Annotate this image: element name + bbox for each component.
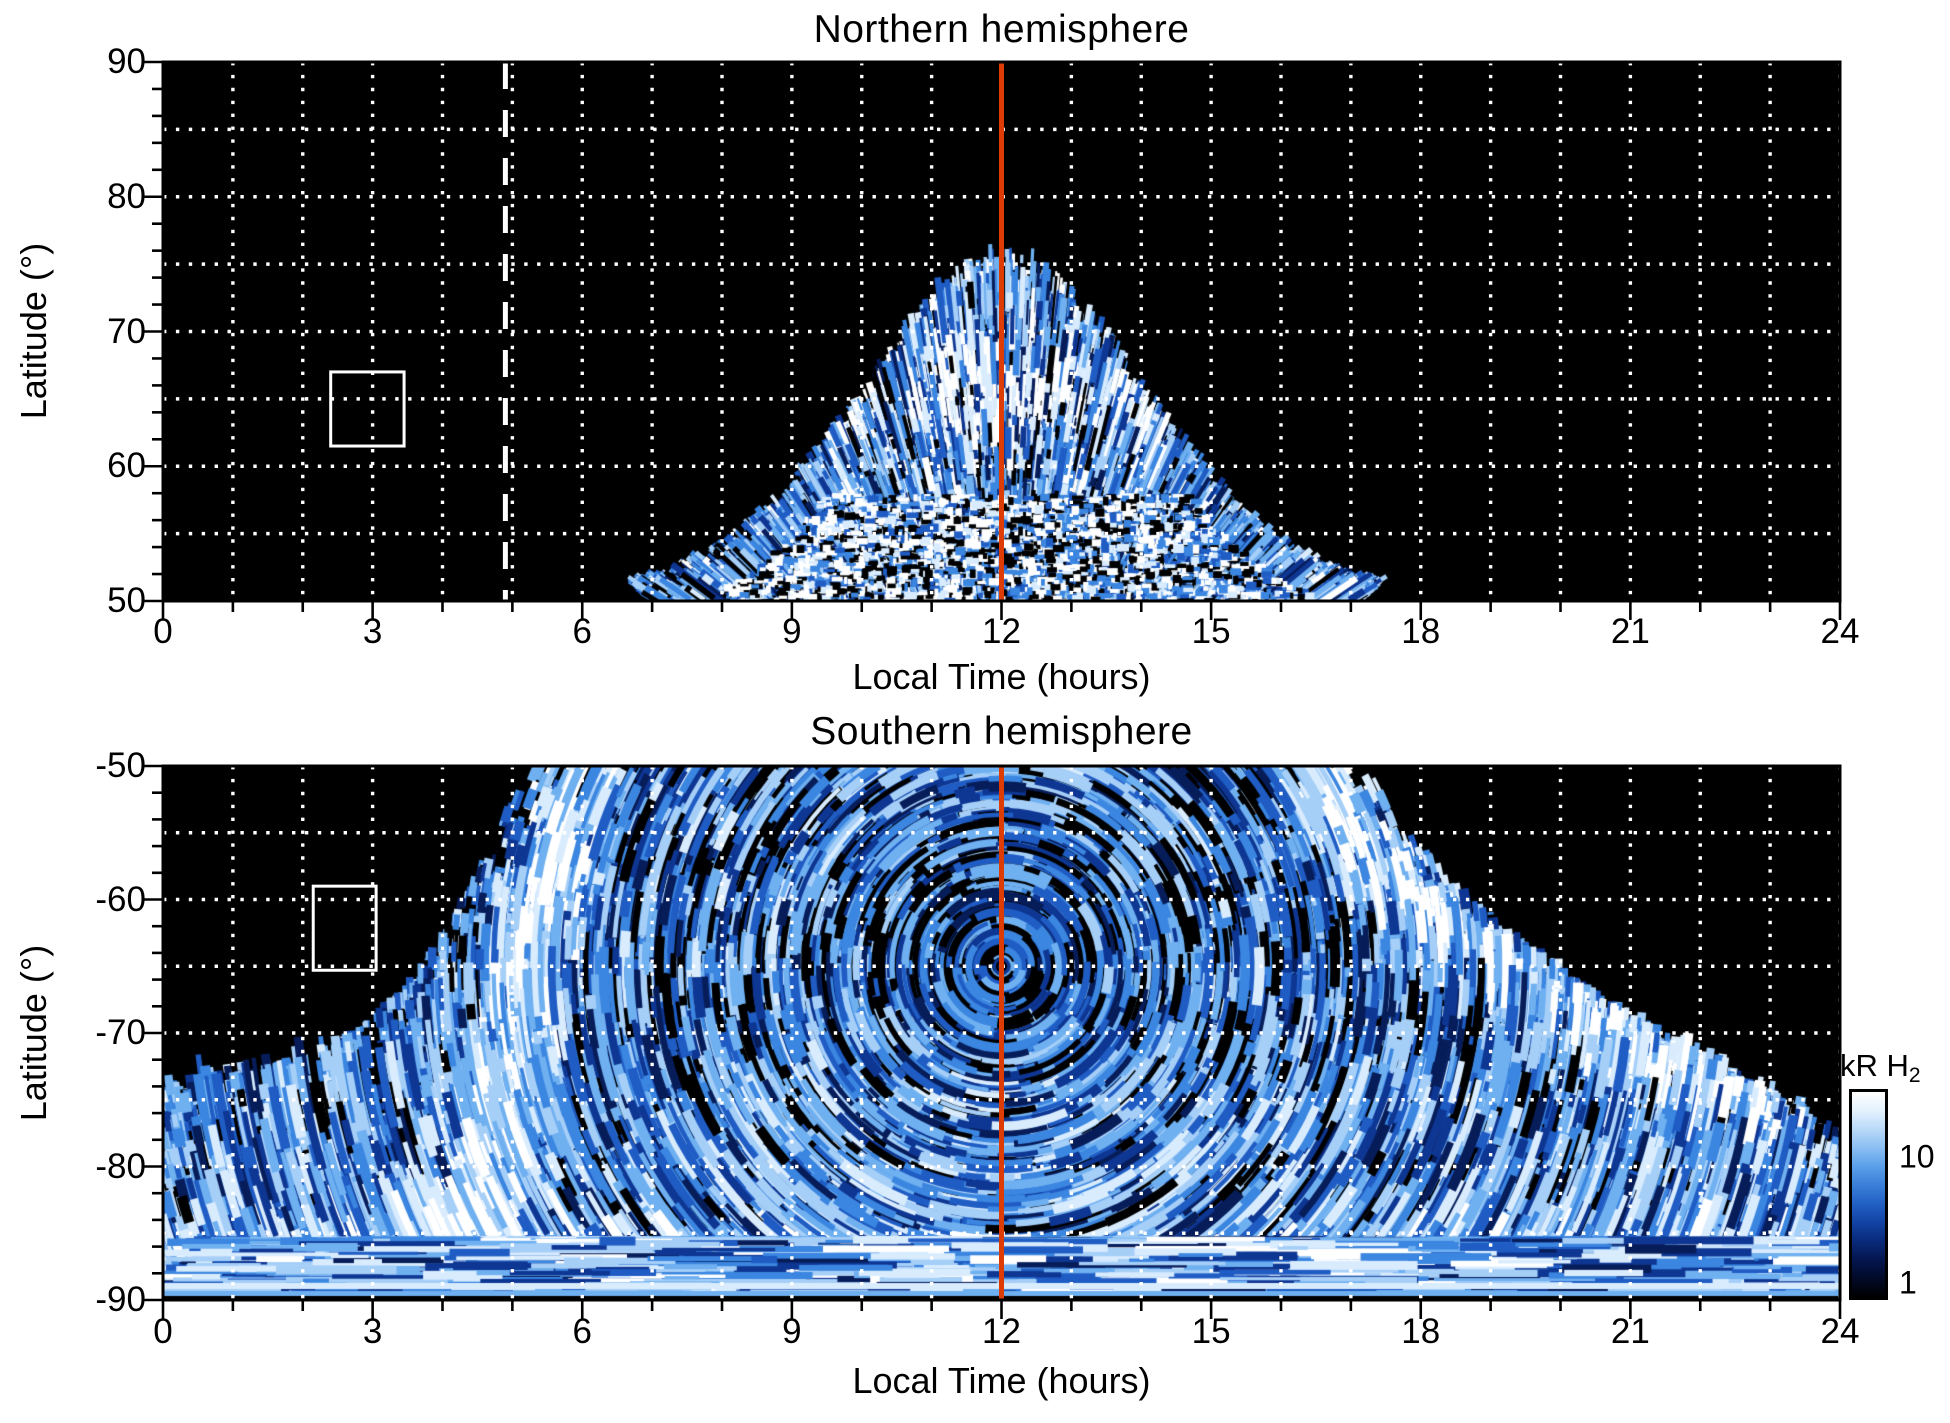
y-tick-label: -90: [95, 1280, 146, 1319]
x-tick-label: 3: [362, 612, 383, 651]
panel-title-south: Southern hemisphere: [810, 710, 1193, 753]
x-tick-label: 9: [782, 612, 802, 651]
x-tick-label: 24: [1820, 612, 1860, 651]
panel-title-north: Northern hemisphere: [813, 8, 1190, 51]
x-tick-label: 18: [1401, 1312, 1441, 1351]
x-tick-label: 6: [572, 1312, 592, 1351]
y-tick-label: -80: [95, 1146, 146, 1186]
x-tick-label: 12: [982, 1312, 1021, 1351]
x-tick-label: 0: [153, 1312, 173, 1351]
emission-heatmap-north: [163, 62, 1840, 601]
x-axis-label-south: Local Time (hours): [852, 1360, 1151, 1401]
x-axis-label-north: Local Time (hours): [852, 656, 1151, 697]
colorbar-tick-label: 1: [1899, 1264, 1917, 1301]
x-tick-label: 0: [153, 612, 173, 651]
x-tick-label: 15: [1191, 1312, 1231, 1351]
x-tick-label: 24: [1820, 1312, 1860, 1351]
emission-heatmap-south: [163, 766, 1840, 1300]
y-tick-label: -50: [95, 746, 146, 785]
y-tick-label: 60: [107, 446, 146, 486]
colorbar-unit-label: kR H2: [1840, 1048, 1921, 1087]
x-tick-label: 6: [572, 612, 592, 651]
y-tick-label: -70: [95, 1013, 146, 1052]
x-tick-label: 12: [982, 612, 1021, 651]
y-tick-label: 80: [107, 176, 146, 216]
x-tick-label: 15: [1191, 612, 1231, 651]
y-tick-label: 50: [107, 581, 146, 620]
x-tick-label: 21: [1610, 612, 1650, 651]
x-tick-label: 18: [1401, 612, 1441, 651]
x-tick-label: 9: [782, 1312, 802, 1351]
colorbar-tick-label: 10: [1899, 1138, 1935, 1175]
colorbar-gradient: [1849, 1089, 1888, 1300]
y-tick-label: 70: [107, 311, 146, 351]
x-tick-label: 3: [362, 1312, 383, 1351]
y-tick-label: -60: [95, 879, 146, 919]
y-tick-label: 90: [107, 42, 146, 81]
x-tick-label: 21: [1610, 1312, 1650, 1351]
